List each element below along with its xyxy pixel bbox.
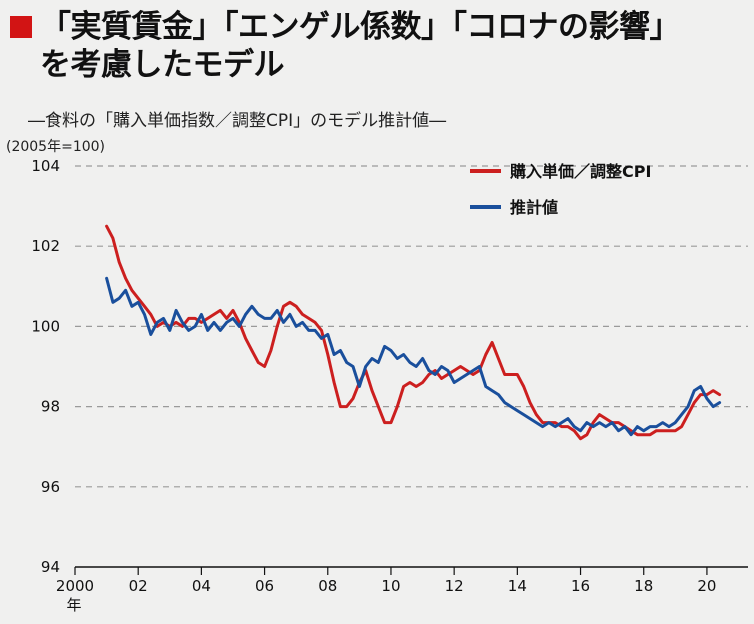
x-tick-label-2000: 2000	[56, 577, 94, 595]
x-tick-label-16: 16	[571, 577, 590, 595]
title-marker-icon	[10, 16, 32, 38]
x-year-suffix: 年	[66, 596, 81, 614]
x-tick-label-18: 18	[634, 577, 653, 595]
legend-label-blue: 推計値	[510, 198, 558, 217]
x-tick-label-12: 12	[445, 577, 464, 595]
y-tick-label-100: 100	[31, 317, 60, 335]
x-tick-label-20: 20	[697, 577, 716, 595]
y-tick-label-98: 98	[41, 398, 60, 416]
series-line-blue	[105, 276, 722, 437]
title-block: 「実質賃金」「エンゲル係数」「コロナの影響」 を考慮したモデル	[10, 8, 750, 84]
y-tick-label-96: 96	[41, 478, 60, 496]
y-axis-unit: (2005年=100)	[6, 139, 106, 155]
x-tick-label-02: 02	[129, 577, 148, 595]
y-tick-label-102: 102	[31, 237, 60, 255]
title-line-1: 「実質賃金」「エンゲル係数」「コロナの影響」	[10, 8, 750, 46]
title-line-2: を考慮したモデル	[40, 47, 285, 83]
y-tick-label-94: 94	[41, 558, 60, 576]
x-tick-label-14: 14	[508, 577, 527, 595]
x-tick-label-06: 06	[255, 577, 274, 595]
series-line-red	[105, 224, 722, 441]
title-text-1: 「実質賃金」「エンゲル係数」「コロナの影響」	[40, 9, 681, 45]
x-tick-label-08: 08	[318, 577, 337, 595]
chart-subtitle: ―食料の「購入単価指数／調整CPI」のモデル推計値―	[28, 111, 447, 131]
legend-label-red: 購入単価／調整CPI	[509, 162, 651, 181]
y-tick-label-104: 104	[31, 157, 60, 175]
x-tick-label-10: 10	[381, 577, 400, 595]
x-tick-label-04: 04	[192, 577, 211, 595]
